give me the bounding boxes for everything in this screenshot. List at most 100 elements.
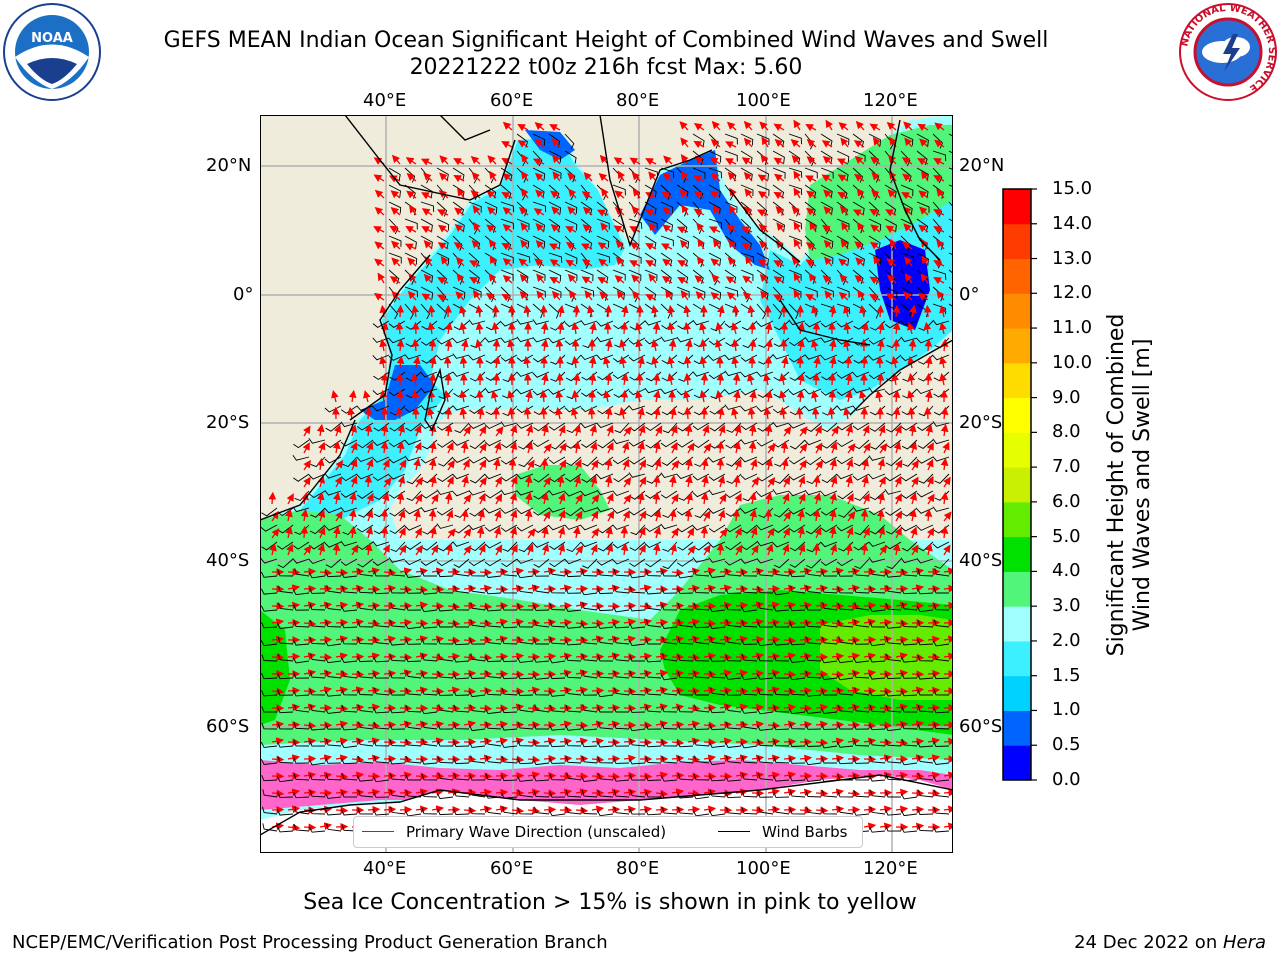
wave-direction-arrow [655, 618, 669, 627]
wave-direction-arrow [904, 137, 913, 148]
wave-direction-arrow [589, 322, 597, 335]
wave-direction-arrow [797, 321, 805, 335]
wave-direction-arrow [549, 276, 561, 285]
wind-barb [468, 201, 482, 213]
wave-direction-arrow [886, 274, 897, 284]
wave-direction-arrow [521, 153, 529, 165]
colorbar-tick-label: 13.0 [1052, 247, 1093, 269]
wave-direction-arrow [823, 206, 833, 216]
wind-barb [740, 269, 754, 281]
wave-direction-arrow [582, 224, 593, 233]
wind-barb [916, 133, 929, 147]
wind-barb [484, 201, 498, 214]
wave-direction-arrow [671, 720, 685, 729]
wave-direction-arrow [632, 188, 641, 199]
wave-direction-arrow [607, 703, 621, 712]
wave-direction-arrow [917, 292, 929, 301]
wave-direction-arrow [783, 619, 797, 628]
wave-direction-arrow [902, 173, 913, 182]
wave-direction-arrow [399, 738, 413, 747]
wave-direction-arrow [815, 806, 829, 815]
wind-barb [388, 167, 401, 181]
wave-direction-arrow [843, 321, 852, 335]
wave-direction-arrow [773, 123, 785, 132]
wave-direction-arrow [776, 222, 785, 233]
wave-direction-arrow [635, 322, 643, 335]
wind-barb [692, 133, 705, 147]
wind-barb [900, 133, 914, 146]
wave-direction-arrow [943, 601, 953, 610]
wave-direction-arrow [614, 190, 625, 199]
wave-direction-arrow [518, 206, 529, 216]
wave-direction-arrow [463, 618, 477, 627]
wind-barb [756, 303, 766, 320]
wave-direction-arrow [821, 140, 833, 148]
wave-direction-arrow [648, 171, 657, 182]
wave-direction-arrow [757, 259, 769, 267]
wave-direction-arrow [475, 304, 484, 318]
wave-direction-arrow [933, 260, 945, 268]
wave-direction-arrow [693, 208, 705, 217]
wave-direction-arrow [453, 242, 465, 250]
wind-barb [852, 150, 866, 162]
wave-direction-arrow [934, 139, 945, 148]
wind-barb [532, 286, 546, 298]
wave-direction-arrow [571, 338, 580, 352]
wind-barb [740, 133, 754, 146]
wave-direction-arrow [556, 321, 565, 335]
wave-direction-arrow [629, 226, 641, 234]
wave-direction-arrow [793, 119, 801, 131]
wave-direction-arrow [591, 755, 605, 764]
wind-barb [724, 269, 737, 284]
wave-direction-arrow [662, 258, 673, 267]
colorbar-tick-label: 12.0 [1052, 282, 1093, 304]
wave-direction-arrow [869, 276, 881, 285]
wave-direction-arrow [676, 226, 689, 234]
wave-direction-arrow [502, 223, 513, 233]
footer-machine: Hera [1222, 932, 1266, 953]
wave-direction-arrow [824, 256, 833, 267]
wave-direction-arrow [639, 602, 653, 611]
wind-barb [788, 184, 803, 196]
wave-direction-arrow [271, 789, 285, 798]
wave-direction-arrow [871, 172, 881, 182]
wave-direction-arrow [775, 206, 785, 216]
lon-tick-top-40e: 40°E [363, 90, 407, 111]
wave-direction-arrow [791, 155, 801, 165]
lon-tick-bottom-100e: 100°E [736, 858, 791, 879]
wave-direction-arrow [487, 155, 497, 165]
wave-direction-arrow [943, 788, 953, 797]
wind-barb [820, 235, 834, 248]
wave-direction-arrow [863, 805, 877, 814]
wave-direction-arrow [472, 289, 481, 301]
wave-direction-arrow [887, 189, 897, 199]
footer-date-text: 24 Dec 2022 on [1074, 932, 1223, 953]
wave-direction-arrow [728, 239, 737, 250]
wind-barb [420, 286, 434, 299]
wave-direction-arrow [502, 257, 513, 267]
wave-direction-arrow [927, 720, 941, 729]
wave-direction-arrow [607, 805, 621, 814]
wave-direction-arrow [502, 206, 513, 216]
wave-direction-arrow [520, 239, 529, 250]
lon-tick-bottom-120e: 120°E [863, 858, 918, 879]
wave-direction-arrow [879, 602, 893, 611]
wind-barb [452, 218, 465, 232]
wave-direction-arrow [645, 294, 657, 302]
wave-direction-arrow [757, 174, 769, 182]
wave-direction-arrow [871, 189, 881, 199]
wave-direction-arrow [495, 755, 509, 764]
wind-barb [436, 218, 450, 231]
wave-direction-arrow [501, 293, 513, 302]
wave-direction-arrow [812, 321, 821, 335]
wind-barb [836, 133, 850, 146]
wind-barb [564, 218, 578, 231]
wave-direction-arrow [511, 602, 525, 611]
wind-barbs-legend-label: Wind Barbs [762, 823, 848, 841]
wave-direction-arrow [391, 240, 401, 250]
wave-direction-arrow [821, 174, 833, 182]
wave-direction-arrow [742, 275, 753, 284]
wind-barb [580, 286, 595, 297]
wave-direction-arrow [604, 338, 613, 352]
wave-direction-arrow [598, 258, 609, 267]
